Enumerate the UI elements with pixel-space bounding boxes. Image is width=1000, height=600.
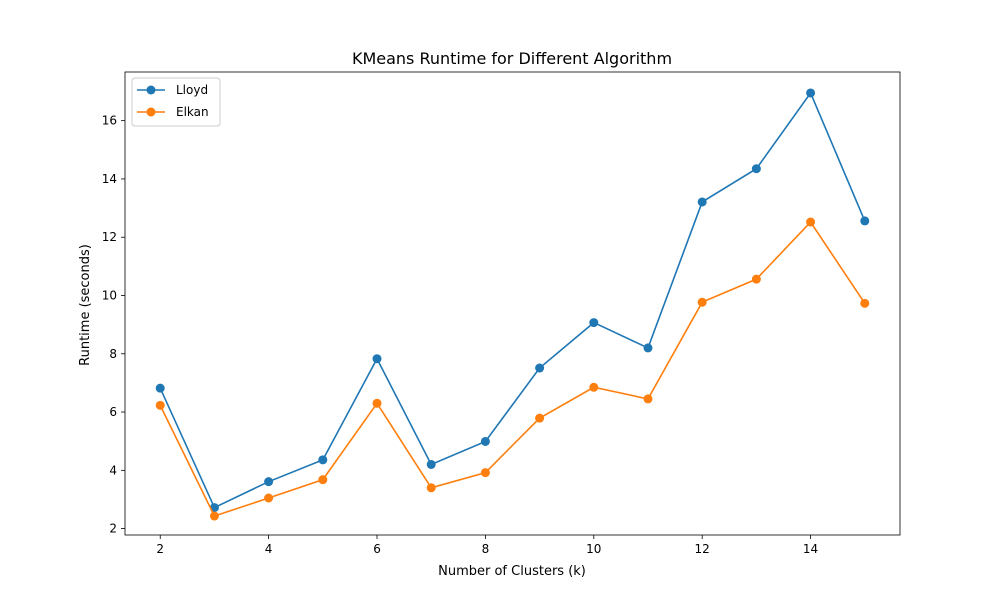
y-tick-label: 10 [102, 288, 117, 302]
x-tick-label: 12 [695, 542, 710, 556]
data-point-elkan [480, 468, 490, 478]
data-point-elkan [860, 298, 870, 308]
data-point-lloyd [535, 363, 545, 373]
data-point-lloyd [318, 455, 328, 465]
x-tick-label: 14 [803, 542, 818, 556]
data-point-lloyd [372, 354, 382, 364]
data-point-elkan [155, 400, 165, 410]
y-tick-label: 12 [102, 230, 117, 244]
x-tick-label: 8 [482, 542, 490, 556]
data-point-lloyd [697, 197, 707, 207]
y-tick-label: 2 [109, 522, 117, 536]
series-line-elkan [159, 220, 866, 518]
data-point-elkan [806, 217, 816, 227]
data-point-elkan [264, 493, 274, 503]
legend-label-lloyd: Lloyd [176, 83, 208, 97]
series-line-lloyd [159, 91, 866, 509]
y-tick-label: 4 [109, 463, 117, 477]
x-axis-label: Number of Clusters (k) [438, 564, 586, 579]
plot-area: 2 4 6 8 10 12 14 2 4 6 8 10 12 14 16 [102, 71, 901, 556]
data-point-lloyd [806, 88, 816, 98]
data-point-elkan [697, 297, 707, 307]
legend-marker-elkan [146, 107, 156, 117]
chart-title: KMeans Runtime for Different Algorithm [352, 49, 672, 68]
data-point-lloyd [860, 216, 870, 226]
data-point-lloyd [751, 164, 761, 174]
legend: Lloyd Elkan [131, 77, 221, 127]
axes-frame [124, 71, 901, 536]
data-point-elkan [209, 511, 219, 521]
x-tick-label: 2 [156, 542, 164, 556]
legend-label-elkan: Elkan [176, 105, 209, 119]
x-tick-label: 4 [265, 542, 273, 556]
data-point-lloyd [643, 343, 653, 353]
y-tick-label: 6 [109, 405, 117, 419]
data-point-elkan [589, 382, 599, 392]
y-tick-label: 14 [102, 172, 117, 186]
data-point-elkan [318, 475, 328, 485]
x-tick-label: 10 [586, 542, 601, 556]
data-point-elkan [535, 413, 545, 423]
data-point-lloyd [589, 318, 599, 328]
y-tick-label: 16 [102, 114, 117, 128]
data-point-lloyd [264, 477, 274, 487]
x-tick-label: 6 [373, 542, 381, 556]
y-tick-label: 8 [109, 347, 117, 361]
data-point-elkan [643, 394, 653, 404]
data-point-lloyd [155, 383, 165, 393]
legend-marker-lloyd [146, 85, 156, 95]
y-axis-label: Runtime (seconds) [78, 244, 93, 366]
data-point-elkan [426, 483, 436, 493]
data-point-elkan [372, 398, 382, 408]
data-point-elkan [751, 274, 761, 284]
data-point-lloyd [480, 436, 490, 446]
data-point-lloyd [426, 459, 436, 469]
